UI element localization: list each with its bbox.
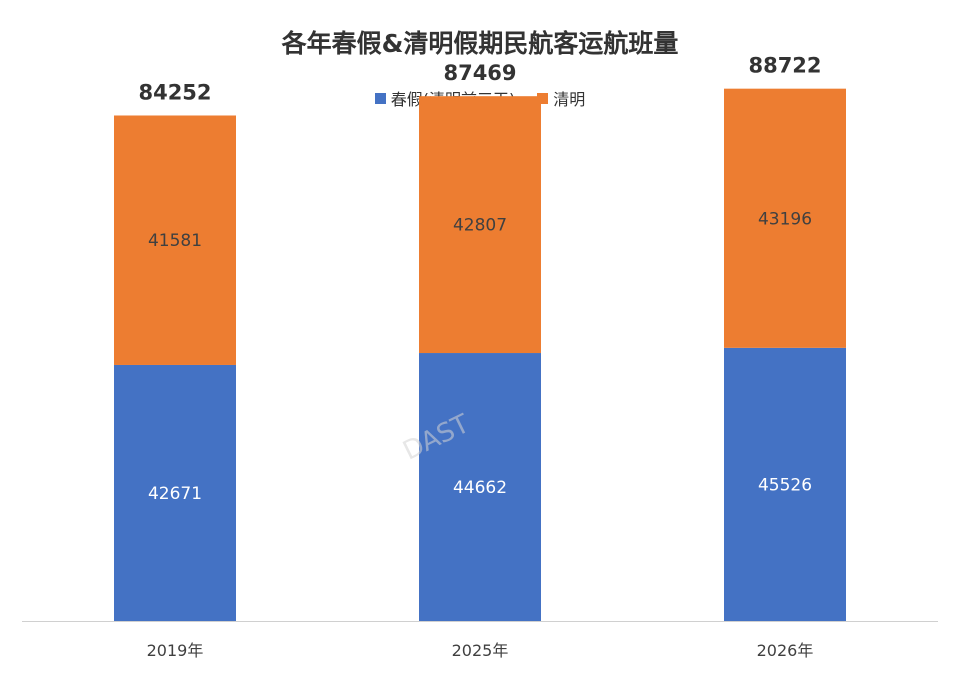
bar-spring-0 (114, 364, 236, 621)
total-label-2: 88722 (748, 54, 821, 78)
x-tick-label-2: 2026年 (757, 641, 814, 660)
legend-swatch-spring (374, 92, 386, 104)
total-label-0: 84252 (138, 80, 211, 104)
data-label-qingming-2: 43196 (758, 209, 812, 229)
legend-swatch-qingming (537, 92, 549, 104)
data-label-spring-2: 45526 (758, 475, 812, 495)
x-tick-label-1: 2025年 (452, 641, 509, 660)
bar-spring-2 (724, 347, 846, 621)
data-label-qingming-0: 41581 (148, 231, 202, 251)
total-label-1: 87469 (443, 61, 516, 85)
bar-qingming-0 (114, 115, 236, 365)
legend-item-qingming: 清明 (537, 86, 585, 110)
data-label-spring-1: 44662 (453, 478, 507, 498)
x-tick-label-0: 2019年 (147, 641, 204, 660)
chart-title: 各年春假&清明假期民航客运航班量 (281, 29, 679, 58)
data-label-qingming-1: 42807 (453, 216, 507, 236)
bar-qingming-1 (419, 96, 541, 354)
bar-spring-1 (419, 353, 541, 621)
legend-label-qingming: 清明 (553, 90, 586, 109)
data-label-spring-0: 42671 (148, 484, 202, 504)
bar-qingming-2 (724, 88, 846, 348)
